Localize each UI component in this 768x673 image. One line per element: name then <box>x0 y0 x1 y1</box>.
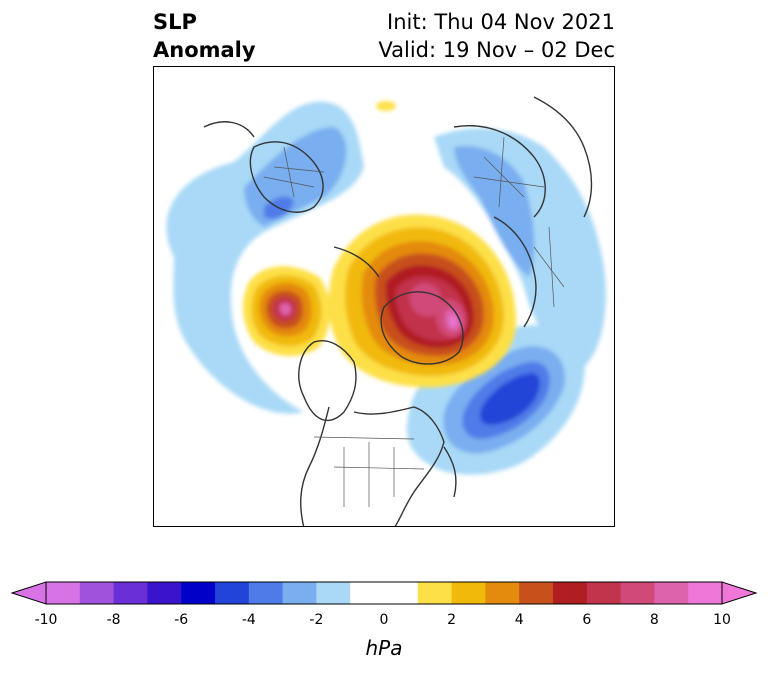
date-info: Init: Thu 04 Nov 2021 Valid: 19 Nov – 02… <box>378 8 615 64</box>
colorbar-cell <box>316 582 351 604</box>
colorbar-cell <box>248 582 284 604</box>
valid-range: Valid: 19 Nov – 02 Dec <box>378 38 615 62</box>
colorbar-cell <box>350 582 385 604</box>
init-date: Init: Thu 04 Nov 2021 <box>387 10 615 34</box>
tick-label: -10 <box>34 612 58 628</box>
negative-anomaly-shading <box>166 101 606 475</box>
colorbar-cell <box>79 582 115 604</box>
colorbar-cell <box>485 582 520 604</box>
colorbar-cell <box>553 582 588 604</box>
colorbar-cell <box>417 582 453 604</box>
borders <box>263 136 565 507</box>
map-title: SLP Anomaly <box>153 8 256 64</box>
colorbar-cell <box>113 582 148 604</box>
tick-label: -8 <box>106 612 121 628</box>
colorbar-extend-low <box>10 581 47 605</box>
positive-anomaly-shading <box>242 101 517 388</box>
colorbar-cell <box>181 582 216 604</box>
tick-label: 8 <box>649 612 659 628</box>
tick-label: 4 <box>514 612 524 628</box>
title-type: Anomaly <box>153 38 256 62</box>
colorbar-cell <box>586 582 622 604</box>
colorbar-cell <box>384 582 419 604</box>
colorbar-cell <box>147 582 182 604</box>
colorbar-cell <box>519 582 554 604</box>
colorbar-cell <box>688 582 723 604</box>
colorbar-ticks: -10 -8 -6 -4 -2 0 2 4 6 8 10 <box>0 612 768 632</box>
tick-label: 2 <box>447 612 457 628</box>
tick-label: -6 <box>174 612 189 628</box>
colorbar-extend-high <box>721 581 758 605</box>
tick-label: 10 <box>713 612 731 628</box>
title-variable: SLP <box>153 10 197 34</box>
tick-label: 6 <box>582 612 592 628</box>
coastlines <box>203 96 593 526</box>
tick-label: -4 <box>241 612 256 628</box>
colorbar-cell <box>46 582 81 604</box>
colorbar-cell <box>451 582 486 604</box>
colorbar-cell <box>620 582 655 604</box>
tick-label: 0 <box>379 612 389 628</box>
colorbar-cell <box>282 582 317 604</box>
anomaly-map <box>153 66 615 527</box>
colorbar <box>10 581 758 605</box>
colorbar-unit: hPa <box>365 636 403 660</box>
colorbar-cell <box>654 582 689 604</box>
tick-label: -2 <box>309 612 324 628</box>
colorbar-cell <box>215 582 250 604</box>
